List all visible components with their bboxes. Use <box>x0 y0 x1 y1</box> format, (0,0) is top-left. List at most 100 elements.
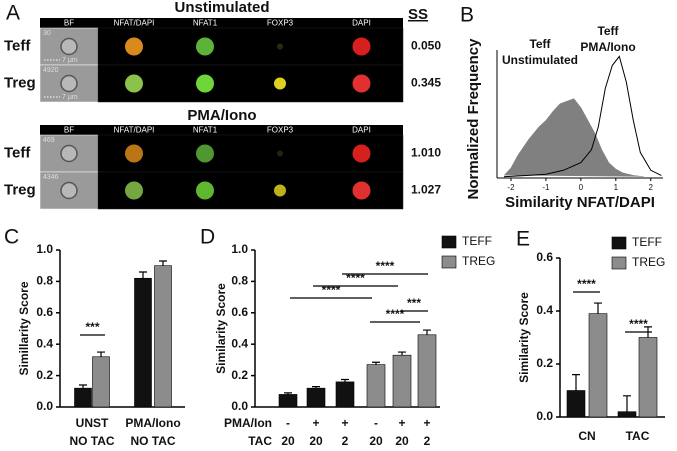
bf-cell <box>60 181 78 200</box>
legend-label: TEFF <box>462 234 492 248</box>
cell-image <box>125 144 143 163</box>
bar <box>134 277 152 408</box>
cell-image <box>125 37 143 56</box>
legend-label: TREG <box>632 255 665 269</box>
column-header: NFAT1 <box>193 19 218 28</box>
error-bar <box>97 351 105 357</box>
row-value: 2 <box>342 434 349 448</box>
x-tick-label: TAC <box>626 429 650 443</box>
row-value: 2 <box>424 434 431 448</box>
column-header: NFAT/DAPI <box>114 126 155 135</box>
column-header: NFAT/DAPI <box>114 19 155 28</box>
y-axis-label: Similarity Score <box>214 283 228 374</box>
x-tick-label: CN <box>578 429 595 443</box>
row-value: - <box>286 416 290 430</box>
row-label: PMA/Ion <box>224 416 272 430</box>
y-tick-label: 0.4 <box>36 336 53 350</box>
cell-image <box>196 144 214 163</box>
row-label: Treg <box>4 74 36 91</box>
significance-label: **** <box>322 283 341 297</box>
y-tick-label: 1.0 <box>36 242 53 256</box>
y-tick-label: 0.2 <box>36 368 53 382</box>
panel-label: D <box>200 226 215 249</box>
row-value: 20 <box>309 434 323 448</box>
cell-id: 30 <box>43 30 51 37</box>
row-value: + <box>398 416 405 430</box>
x-axis-label: Similarity NFAT/DAPI <box>505 194 655 211</box>
series-label: Unstimulated <box>502 53 578 67</box>
row-value: - <box>374 416 378 430</box>
bar <box>306 387 326 408</box>
x-tick-label: 0 <box>579 183 584 192</box>
column-header: DAPI <box>352 19 371 28</box>
row-value: 20 <box>369 434 383 448</box>
series-label: Teff <box>529 37 551 51</box>
header-strip <box>40 18 403 28</box>
row-label: Teff <box>4 144 31 161</box>
cell-image <box>352 74 371 93</box>
bf-cell <box>60 144 78 163</box>
error-bar <box>372 361 380 365</box>
y-tick-label: 0.2 <box>536 356 553 370</box>
x-tick-label: 2 <box>649 183 654 192</box>
ss-value: 1.027 <box>411 183 441 197</box>
row-label: Teff <box>4 37 31 54</box>
legend-swatch <box>611 236 627 250</box>
bar <box>335 381 355 408</box>
series-label: Teff <box>597 24 619 38</box>
error-bar <box>623 395 631 412</box>
error-bar <box>594 302 602 314</box>
header-strip <box>40 125 403 135</box>
x-tick-label: UNST <box>76 416 109 430</box>
y-tick-label: 0.4 <box>231 336 248 350</box>
ss-header: SS <box>408 6 428 23</box>
row-value: + <box>423 416 430 430</box>
cell-image <box>196 181 214 200</box>
bar <box>92 356 110 408</box>
y-tick-label: 0.6 <box>231 305 248 319</box>
fluor-image <box>97 171 404 210</box>
panel-label: B <box>460 4 474 27</box>
y-tick-label: 1.0 <box>231 242 248 256</box>
y-tick-label: 0.4 <box>536 303 553 317</box>
significance-label: **** <box>346 271 365 285</box>
significance-label: **** <box>577 277 596 291</box>
row-value: 20 <box>281 434 295 448</box>
scale-label: 7 µm <box>62 94 78 101</box>
significance-label: **** <box>386 307 405 321</box>
y-axis-label: Simillarity Score <box>17 281 31 375</box>
error-bar <box>159 260 167 266</box>
cell-id: 4346 <box>43 174 59 181</box>
significance-label: **** <box>629 317 648 331</box>
fluor-image <box>97 64 404 103</box>
legend-label: TREG <box>462 254 495 268</box>
column-header: DAPI <box>352 126 371 135</box>
x-tick-label: PMA/Iono <box>125 416 180 430</box>
cell-image <box>277 43 283 50</box>
area <box>503 98 644 177</box>
bar <box>638 337 658 418</box>
y-tick-label: 0.0 <box>536 409 553 423</box>
row-label: Treg <box>4 181 36 198</box>
column-header: NFAT1 <box>193 126 218 135</box>
cell-id: 469 <box>43 137 55 144</box>
group-title: PMA/Iono <box>187 107 256 124</box>
legend-label: TEFF <box>632 235 662 249</box>
y-tick-label: 0.6 <box>36 305 53 319</box>
bar <box>617 411 637 418</box>
significance-label: *** <box>85 320 99 334</box>
bar <box>417 334 437 408</box>
row-value: 20 <box>395 434 409 448</box>
row-label: TAC <box>248 434 272 448</box>
error-bar <box>139 271 147 279</box>
scale-label: 7 µm <box>62 57 78 64</box>
y-axis-label: Normalized Frequency <box>465 38 482 200</box>
bar <box>588 313 608 418</box>
bar <box>154 265 172 408</box>
cell-image <box>125 74 143 93</box>
bar <box>366 364 386 408</box>
ss-value: 1.010 <box>411 146 441 160</box>
row-value: + <box>312 416 319 430</box>
y-tick-label: 0.8 <box>36 274 53 288</box>
error-bar <box>572 374 580 391</box>
